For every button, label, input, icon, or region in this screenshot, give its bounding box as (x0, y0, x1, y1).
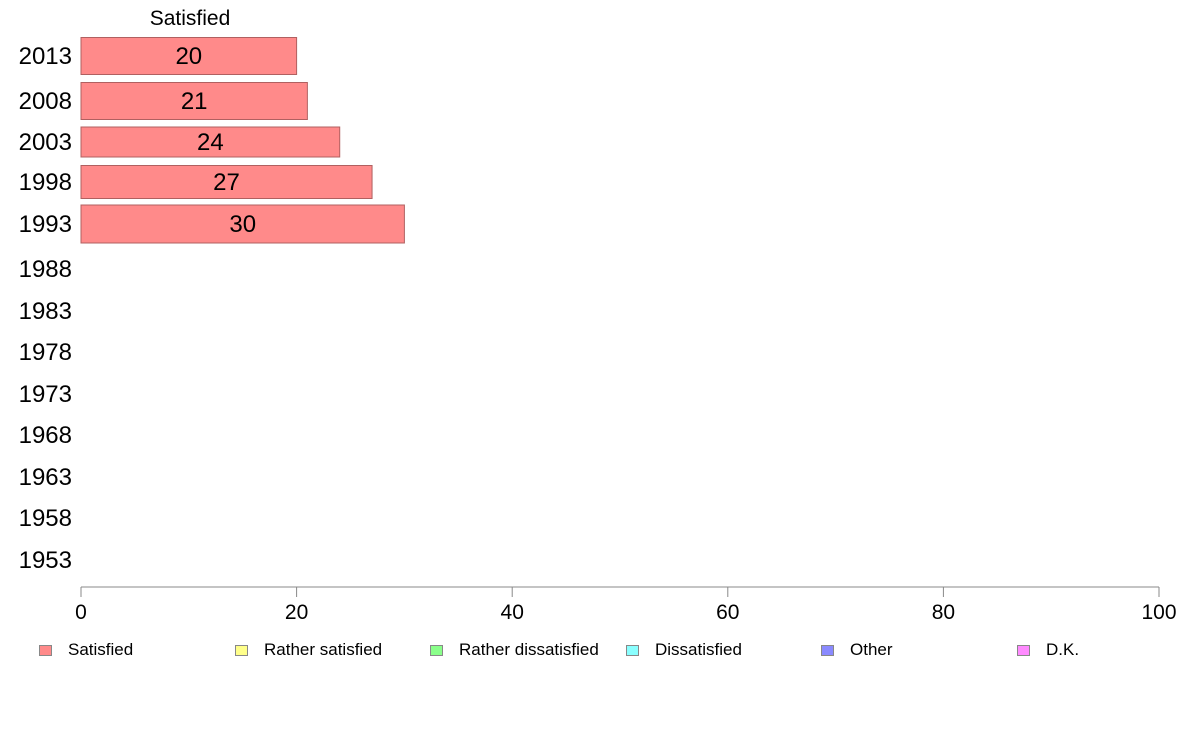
legend-swatch (430, 644, 443, 656)
data-label: 21 (181, 88, 208, 115)
legend-swatch (235, 644, 248, 656)
x-tick-label: 100 (1141, 601, 1176, 624)
legend-swatch (626, 644, 639, 656)
legend-label: D.K. (1046, 640, 1080, 659)
legend-label: Other (850, 640, 893, 659)
y-tick-label: 1998 (19, 169, 72, 196)
legend-swatch (39, 644, 52, 656)
data-label: 24 (197, 129, 224, 156)
legend-label: Satisfied (68, 640, 134, 659)
y-tick-label: 1963 (19, 464, 72, 491)
y-tick-label: 2003 (19, 129, 72, 156)
x-tick-label: 40 (501, 601, 524, 624)
data-label: 30 (229, 211, 256, 238)
legend-item: Rather dissatisfied (430, 638, 599, 662)
x-tick-label: 0 (75, 601, 87, 624)
y-tick-label: 2008 (19, 88, 72, 115)
bar (80, 165, 373, 199)
bar (80, 126, 341, 158)
legend-item: Other (821, 638, 893, 662)
legend: Satisfied Rather satisfied Rather dissatis… (0, 638, 1188, 662)
bars: 20 21 24 27 30 (80, 37, 405, 244)
y-axis-labels: 2013 2008 2003 1998 1993 1988 1983 1978 1973 1968… (19, 43, 72, 574)
x-axis: 0 20 40 60 80 100 (75, 586, 1177, 624)
y-tick-label: 1958 (19, 505, 72, 532)
y-tick-label: 1978 (19, 339, 72, 366)
legend-item: Satisfied (39, 638, 133, 662)
legend-item: Dissatisfied (626, 638, 742, 662)
legend-label: Rather satisfied (264, 640, 383, 659)
bar (80, 204, 405, 244)
bar (80, 82, 308, 120)
legend-swatch (1017, 644, 1030, 656)
y-tick-label: 1953 (19, 547, 72, 574)
y-tick-label: 1968 (19, 422, 72, 449)
chart-title: Satisfied (150, 7, 231, 30)
y-tick-label: 1988 (19, 256, 72, 283)
y-tick-label: 1983 (19, 298, 72, 325)
x-tick-label: 20 (285, 601, 308, 624)
y-tick-label: 1973 (19, 381, 72, 408)
data-label: 20 (175, 43, 202, 70)
legend-label: Dissatisfied (655, 640, 742, 659)
legend-label: Rather dissatisfied (459, 640, 599, 659)
legend-swatch (821, 644, 834, 656)
x-tick-label: 60 (716, 601, 739, 624)
y-tick-label: 1993 (19, 211, 72, 238)
bar (80, 37, 298, 75)
x-tick-label: 80 (932, 601, 955, 624)
legend-item: Rather satisfied (235, 638, 382, 662)
data-label: 27 (213, 169, 240, 196)
legend-item: D.K. (1017, 638, 1079, 662)
y-tick-label: 2013 (19, 43, 72, 70)
